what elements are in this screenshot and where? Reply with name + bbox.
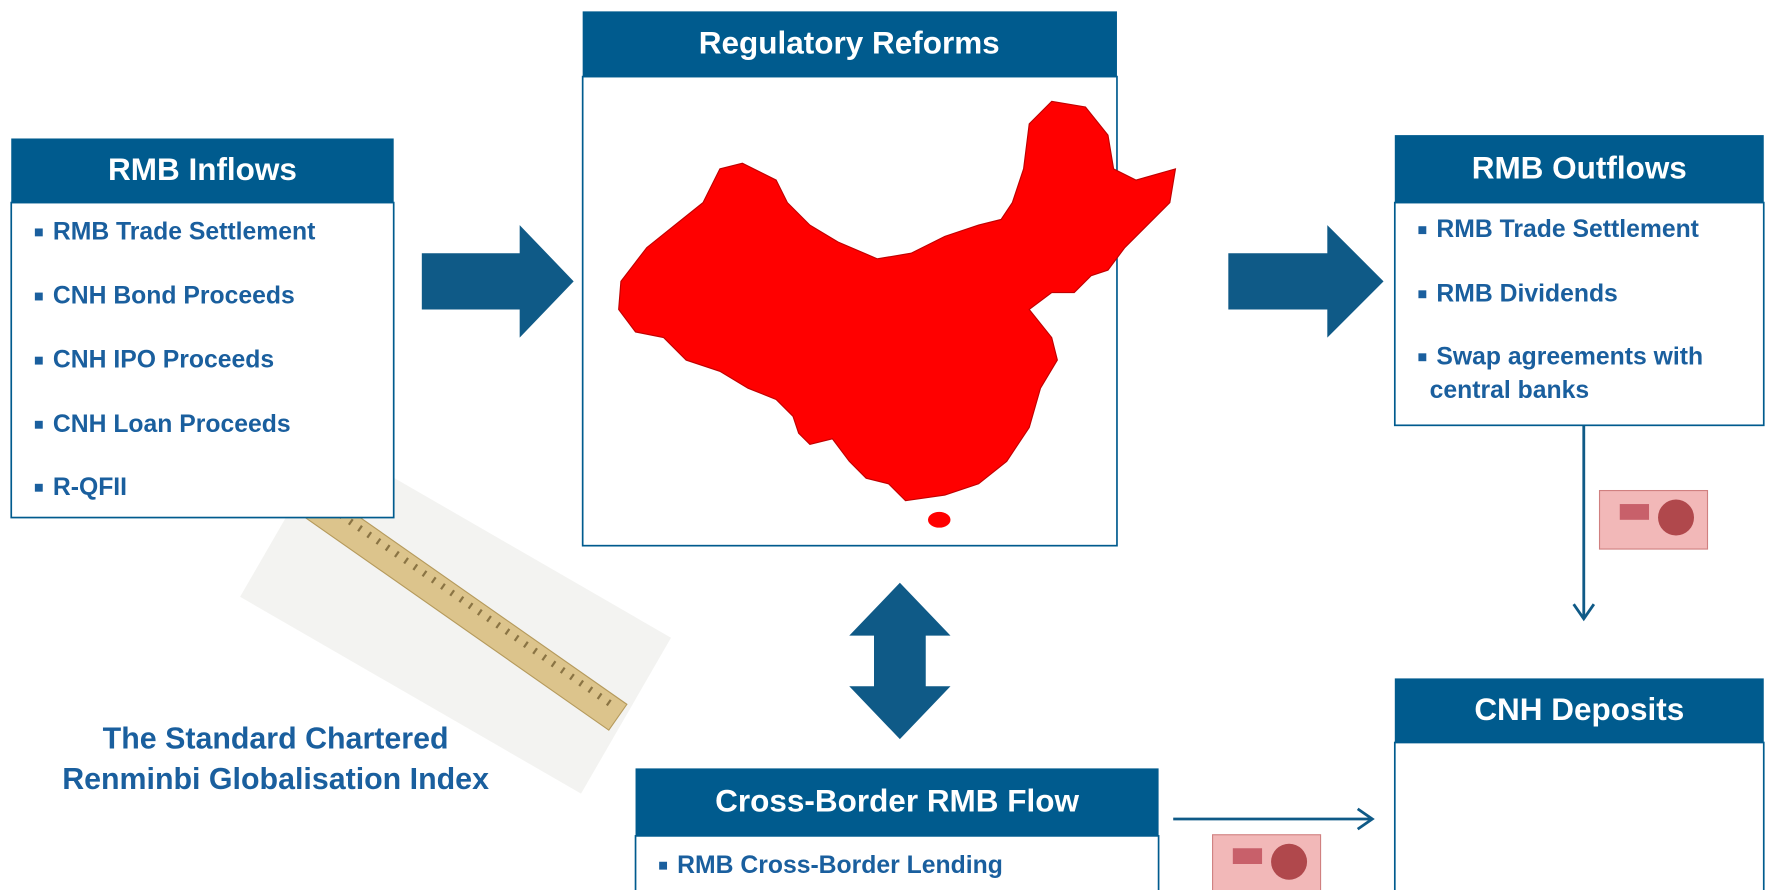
diagram: Regulatory Reforms (0, 0, 1766, 890)
banknote (1213, 835, 1321, 890)
list-item: CNH Bond Proceeds (53, 283, 295, 310)
list-item: R-QFII (53, 474, 127, 501)
bullet (35, 293, 43, 301)
list-item: RMB Cross-Border Lending (677, 852, 1003, 879)
banknote-numeral (1620, 504, 1649, 520)
bullet (1418, 353, 1426, 361)
index-label: The Standard Chartered (103, 722, 449, 755)
list-item: CNH IPO Proceeds (53, 347, 274, 374)
bullet (659, 862, 667, 870)
box-title: CNH Deposits (1474, 691, 1684, 727)
arrow-inflow (422, 225, 574, 337)
index-label: Renminbi Globalisation Index (62, 763, 489, 796)
list-item: CNH Loan Proceeds (53, 411, 291, 438)
list-item: RMB Dividends (1436, 280, 1617, 307)
box-title: RMB Outflows (1472, 149, 1687, 185)
arrow-outflow (1228, 225, 1383, 337)
list-item: RMB Trade Settlement (1436, 216, 1699, 243)
page: {"inflows": {"title": "RMB Inflows", "it… (0, 0, 1766, 890)
bullet (35, 357, 43, 365)
banknote (1600, 491, 1708, 549)
banknote-numeral (1233, 848, 1262, 864)
bullet (1418, 226, 1426, 234)
box-title: RMB Inflows (108, 151, 297, 187)
box-title: Regulatory Reforms (699, 24, 1000, 60)
hainan (928, 512, 950, 528)
bullet (35, 228, 43, 236)
list-item: RMB Trade Settlement (53, 218, 316, 245)
banknote-portrait (1271, 844, 1307, 880)
bullet (1418, 290, 1426, 298)
list-item: Swap agreements with (1436, 343, 1703, 370)
bullet (35, 484, 43, 492)
box-body (1395, 743, 1764, 890)
arrow-bidirectional (849, 583, 950, 739)
box-title: Cross-Border RMB Flow (715, 783, 1079, 819)
list-item: central banks (1430, 377, 1589, 404)
bullet (35, 421, 43, 429)
banknote-portrait (1658, 500, 1694, 536)
